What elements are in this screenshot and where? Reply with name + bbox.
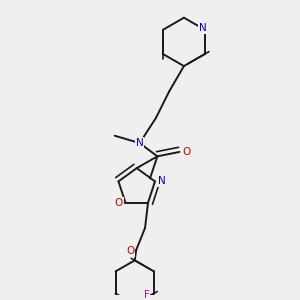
- Text: N: N: [136, 138, 144, 148]
- Text: O: O: [183, 147, 191, 157]
- Text: O: O: [126, 247, 134, 256]
- Text: N: N: [199, 23, 206, 33]
- Text: O: O: [115, 198, 123, 208]
- Text: N: N: [158, 176, 165, 186]
- Text: F: F: [144, 290, 149, 300]
